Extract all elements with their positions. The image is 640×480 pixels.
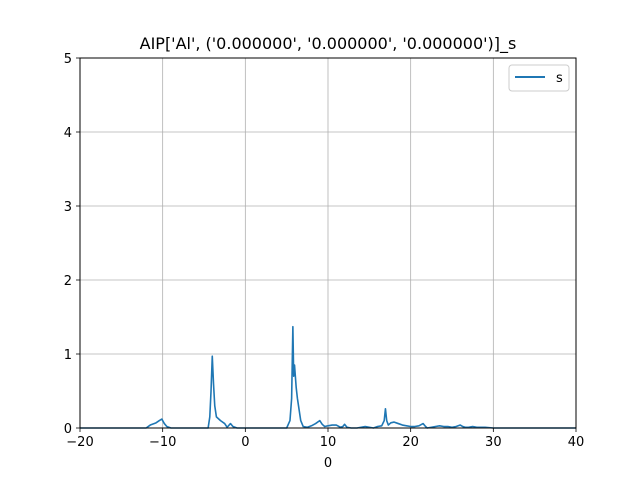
x-tick-label: −20 <box>66 435 93 450</box>
series-line-s <box>80 325 576 429</box>
legend: s <box>508 64 570 92</box>
y-tick-label: 3 <box>64 200 72 215</box>
y-tick-label: 4 <box>64 126 72 141</box>
y-tick-label: 0 <box>64 422 72 437</box>
x-tick-label: 30 <box>485 435 502 450</box>
x-tick-label: 40 <box>568 435 585 450</box>
x-tick-label: 10 <box>320 435 337 450</box>
y-tick-label: 1 <box>64 348 72 363</box>
y-tick-label: 5 <box>64 52 72 67</box>
x-axis-label: 0 <box>324 456 332 471</box>
series-layer <box>80 325 576 429</box>
y-tick-label: 2 <box>64 274 72 289</box>
chart-title: AIP['Al', ('0.000000', '0.000000', '0.00… <box>140 34 517 54</box>
x-tick-label: 20 <box>402 435 419 450</box>
x-tick-label: −10 <box>149 435 176 450</box>
ticks: −20 −10 0 10 20 30 40 0 1 2 3 4 5 <box>64 52 585 450</box>
x-tick-label: 0 <box>241 435 249 450</box>
legend-label-s: s <box>556 71 563 86</box>
